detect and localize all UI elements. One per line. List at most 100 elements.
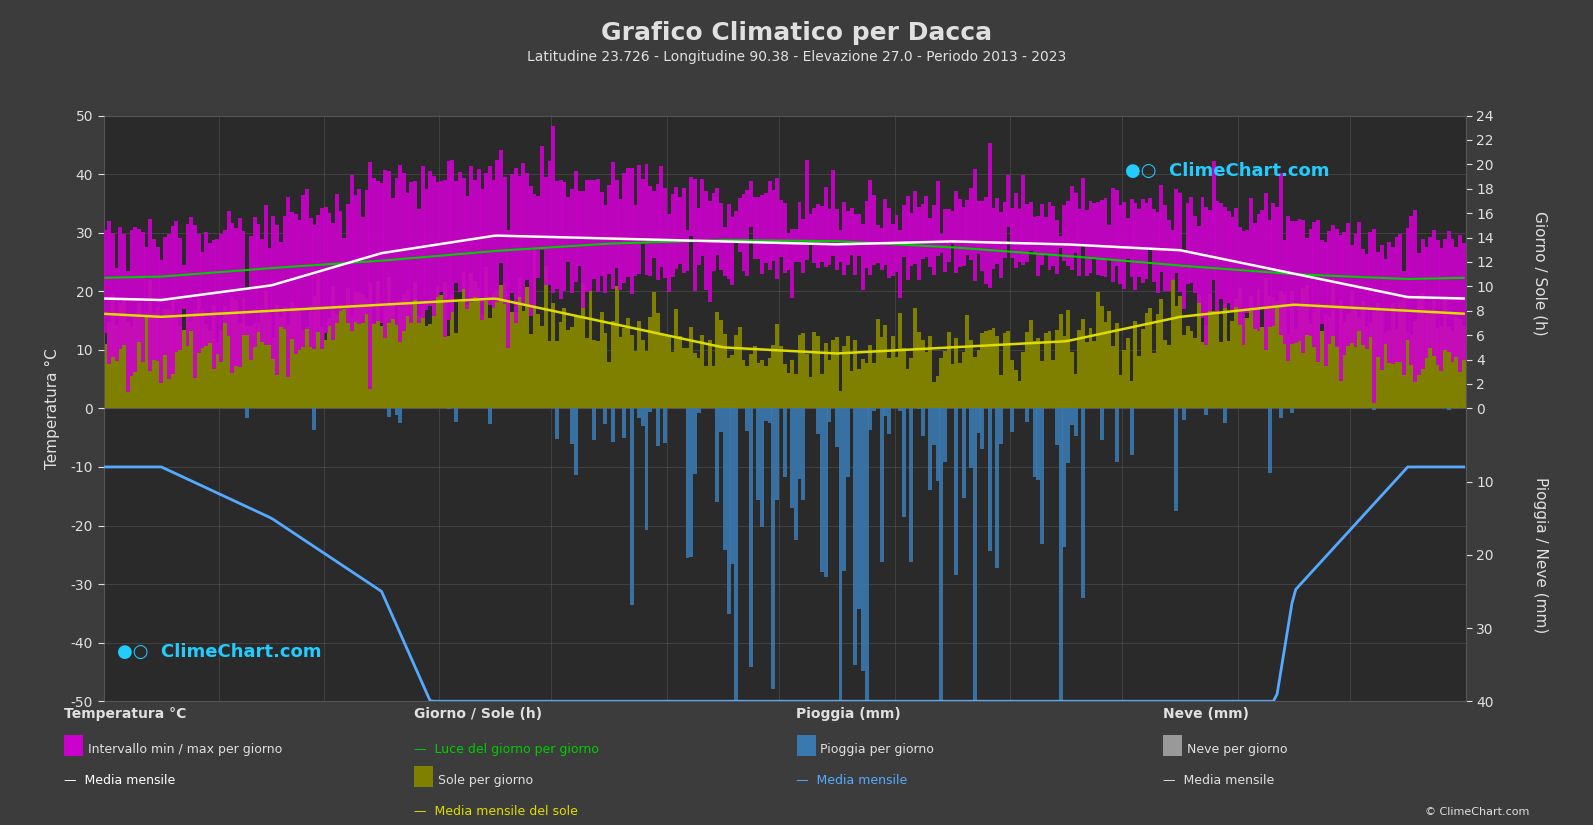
Bar xyxy=(554,182,559,290)
Bar xyxy=(1040,204,1043,265)
Bar xyxy=(226,312,231,408)
Bar xyxy=(1454,247,1458,357)
Bar xyxy=(256,224,260,332)
Bar xyxy=(946,210,951,262)
Bar xyxy=(182,330,186,408)
Bar xyxy=(1294,221,1298,343)
Bar xyxy=(1360,301,1365,408)
Bar xyxy=(707,201,712,302)
Bar xyxy=(1021,175,1026,265)
Bar xyxy=(742,194,746,271)
Bar xyxy=(1309,229,1313,336)
Bar xyxy=(849,208,854,255)
Bar xyxy=(921,341,924,408)
Bar xyxy=(167,234,170,379)
Bar xyxy=(895,215,898,272)
Bar xyxy=(890,336,895,408)
Bar xyxy=(924,196,929,257)
Bar xyxy=(287,324,290,408)
Bar xyxy=(429,171,432,307)
Bar xyxy=(365,190,368,314)
Bar xyxy=(335,194,339,323)
Bar xyxy=(977,201,981,254)
Bar xyxy=(1429,310,1432,408)
Bar xyxy=(249,326,253,408)
Bar xyxy=(1332,280,1335,408)
Bar xyxy=(1360,249,1365,345)
Bar xyxy=(940,408,943,701)
Bar xyxy=(1383,332,1388,408)
Bar xyxy=(357,292,362,408)
Bar xyxy=(910,358,913,408)
Bar xyxy=(1196,295,1201,408)
Bar xyxy=(999,212,1004,278)
Bar xyxy=(260,238,264,342)
Bar xyxy=(1274,207,1279,307)
Bar xyxy=(193,310,198,408)
Bar xyxy=(1212,162,1215,280)
Bar xyxy=(682,348,685,408)
Bar xyxy=(1324,314,1327,408)
Bar xyxy=(123,298,126,408)
Bar xyxy=(991,328,996,408)
Bar xyxy=(1372,229,1376,403)
Bar xyxy=(943,351,946,408)
Bar xyxy=(212,240,215,370)
Bar xyxy=(1413,210,1418,381)
Bar xyxy=(1338,300,1343,408)
Bar xyxy=(973,357,977,408)
Bar xyxy=(315,275,320,408)
Bar xyxy=(816,204,820,268)
Bar xyxy=(887,208,890,278)
Bar xyxy=(843,202,846,276)
Bar xyxy=(312,225,317,349)
Bar xyxy=(443,281,448,408)
Bar xyxy=(118,304,123,408)
Bar xyxy=(884,199,887,265)
Bar xyxy=(801,219,804,273)
Bar xyxy=(734,211,738,239)
Bar xyxy=(390,304,395,408)
Bar xyxy=(898,408,902,411)
Bar xyxy=(854,340,857,408)
Bar xyxy=(749,408,753,667)
Text: Pioggia per giorno: Pioggia per giorno xyxy=(820,742,933,756)
Bar xyxy=(965,315,970,408)
Bar xyxy=(510,174,515,294)
Bar xyxy=(843,408,846,571)
Bar xyxy=(674,309,679,408)
Bar xyxy=(1332,225,1335,336)
Bar xyxy=(918,408,921,409)
Bar xyxy=(671,194,674,277)
Bar xyxy=(1037,216,1040,276)
Bar xyxy=(742,360,746,408)
Bar xyxy=(1346,223,1349,346)
Bar xyxy=(951,364,954,408)
Bar xyxy=(962,408,965,498)
Bar xyxy=(559,323,562,408)
Bar xyxy=(268,248,271,345)
Bar xyxy=(868,345,873,408)
Bar xyxy=(857,214,862,256)
Bar xyxy=(487,318,492,408)
Bar xyxy=(1357,318,1360,408)
Bar xyxy=(838,391,843,408)
Bar xyxy=(674,186,679,270)
Bar xyxy=(701,179,704,257)
Bar xyxy=(554,408,559,439)
Bar xyxy=(1268,408,1271,473)
Bar xyxy=(398,408,401,422)
Bar xyxy=(1246,318,1249,408)
Bar xyxy=(977,408,981,433)
Bar xyxy=(1110,188,1115,282)
Bar xyxy=(685,230,690,271)
Bar xyxy=(223,230,226,323)
Bar xyxy=(1287,334,1290,408)
Bar xyxy=(1446,408,1451,409)
Bar xyxy=(529,186,532,317)
Bar xyxy=(929,336,932,408)
Bar xyxy=(760,360,765,408)
Bar xyxy=(1435,240,1440,365)
Bar xyxy=(529,334,532,408)
Bar xyxy=(1137,356,1141,408)
